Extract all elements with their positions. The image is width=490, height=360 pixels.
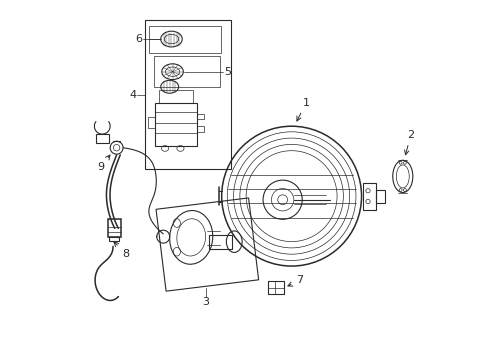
Text: 5: 5 [224, 67, 231, 77]
Bar [209, 234, 232, 249]
Bar [108, 220, 122, 237]
Text: 9: 9 [97, 155, 110, 172]
Text: 4: 4 [129, 90, 137, 100]
Bar [159, 90, 193, 103]
Bar [96, 134, 109, 143]
Bar [109, 237, 120, 241]
Text: 2: 2 [405, 130, 414, 155]
Text: 8: 8 [114, 242, 129, 258]
Bar [196, 126, 204, 132]
Bar [148, 117, 155, 128]
Bar [153, 56, 220, 87]
Bar [149, 26, 220, 53]
Text: 3: 3 [202, 297, 209, 307]
Bar [155, 103, 196, 146]
Bar [196, 114, 204, 119]
Text: 6: 6 [135, 34, 143, 44]
Bar [363, 183, 376, 210]
Bar [145, 21, 231, 169]
Bar [376, 190, 385, 203]
Text: 1: 1 [297, 98, 310, 121]
Bar [268, 282, 284, 294]
Text: 7: 7 [288, 275, 303, 286]
